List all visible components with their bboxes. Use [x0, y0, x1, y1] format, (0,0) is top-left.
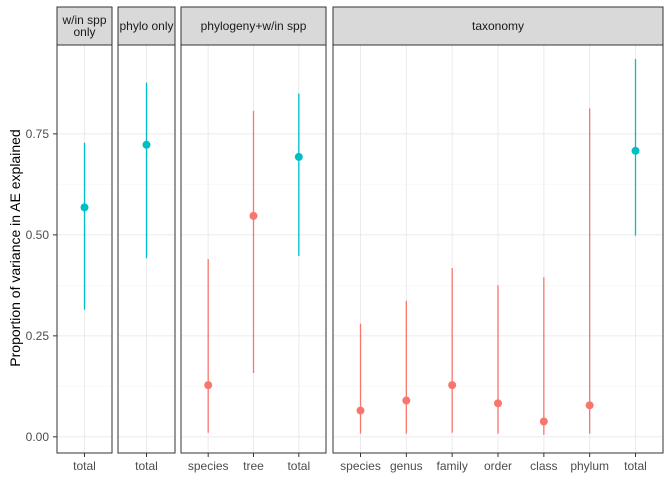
facet-strip-label: w/in spp: [61, 13, 106, 27]
y-tick-label: 0.50: [26, 228, 50, 242]
data-point: [585, 401, 594, 410]
facet-strip-label: only: [73, 25, 95, 39]
y-tick-label: 0.25: [26, 329, 50, 343]
data-point: [539, 417, 548, 426]
data-point: [204, 381, 213, 390]
data-point: [80, 203, 89, 212]
y-tick-label: 0.00: [26, 430, 50, 444]
x-tick-label: total: [287, 459, 310, 473]
x-tick-label: total: [73, 459, 96, 473]
x-tick-label: total: [624, 459, 647, 473]
facet-strip: [56, 6, 113, 46]
facet-panel: taxonomy species genus family order class phyl…: [332, 6, 664, 473]
x-tick-label: species: [340, 459, 381, 473]
facet-strip-label: phylogeny+w/in spp: [201, 19, 307, 33]
y-tick-label: 0.75: [26, 127, 50, 141]
data-point: [249, 211, 258, 220]
x-tick-label: species: [188, 459, 229, 473]
x-tick-label: order: [484, 459, 512, 473]
facet-strip-label: taxonomy: [472, 19, 524, 33]
x-tick-label: phylum: [570, 459, 609, 473]
facet-panel: phylogeny+w/in spp species tree total: [180, 6, 327, 473]
x-tick-label: family: [436, 459, 467, 473]
facet-strip: [180, 6, 327, 46]
data-point: [402, 396, 411, 405]
y-axis-title: Proportion of variance in AE explained: [7, 129, 23, 366]
data-point: [294, 152, 303, 161]
data-point: [631, 146, 640, 155]
data-point: [356, 406, 365, 415]
data-point: [448, 381, 457, 390]
data-point: [494, 399, 502, 408]
x-tick-label: genus: [390, 459, 423, 473]
x-tick-label: class: [530, 459, 557, 473]
y-axis: 0.00 0.25 0.50 0.75: [26, 127, 57, 444]
x-tick-label: total: [135, 459, 158, 473]
data-point: [142, 140, 151, 149]
facet-strip-label: phylo only: [119, 19, 173, 33]
x-tick-label: tree: [243, 459, 264, 473]
facet-panel: phylo only total: [117, 6, 176, 473]
